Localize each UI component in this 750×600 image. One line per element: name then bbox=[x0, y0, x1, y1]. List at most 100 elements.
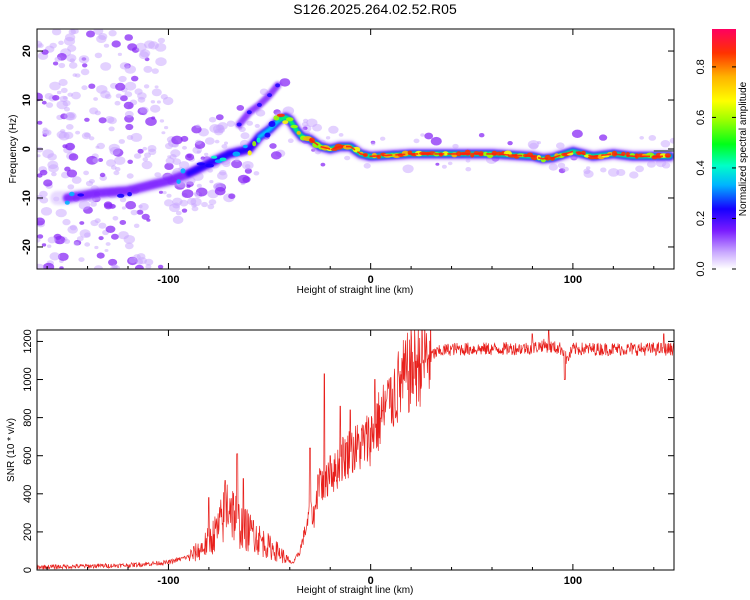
spectrogram-noise-cell bbox=[47, 244, 52, 248]
spectrogram-noise-cell bbox=[185, 153, 195, 161]
spectrogram-noise-cell bbox=[240, 132, 250, 140]
spectrogram-noise-cell bbox=[83, 170, 89, 176]
spectrogram-noise-cell bbox=[49, 252, 61, 261]
spectrogram-noise-cell bbox=[124, 91, 133, 98]
spectrogram-noise-cell bbox=[66, 169, 78, 178]
spectrogram-noise-cell bbox=[118, 231, 129, 240]
spectrogram-noise-cell bbox=[108, 30, 117, 37]
spectrogram-noise-cell bbox=[586, 166, 591, 170]
snr-y-ticks: 0 200 400 600 800 1000 1200 bbox=[22, 329, 674, 573]
colorbar-tick-label: 0.8 bbox=[695, 59, 707, 74]
spectrogram-ridge-cell bbox=[470, 152, 475, 158]
spectrogram-ridge-core bbox=[309, 138, 670, 160]
spectrogram-noise-cell bbox=[424, 132, 434, 140]
spectrogram-noise-cell bbox=[562, 166, 569, 172]
spectrogram-noise-cell bbox=[142, 157, 149, 162]
spectrogram-noise-cell bbox=[81, 132, 91, 140]
spectrogram-noise-cell bbox=[204, 152, 209, 157]
spectrogram-secondary-cell bbox=[267, 93, 273, 98]
spectrogram-noise-cell bbox=[119, 197, 127, 203]
spectrogram-noise-cell bbox=[253, 171, 260, 176]
spectrogram-secondary-cell bbox=[246, 110, 252, 115]
snr-panel: -100 0 100 0 200 400 600 800 1000 1200 Height of… bbox=[6, 329, 675, 596]
spectrogram-noise-cell bbox=[181, 189, 194, 199]
snr-y-tick-label: 0 bbox=[22, 567, 34, 573]
spectrogram-ridge-cell bbox=[290, 124, 299, 129]
spectrogram-noise-cell bbox=[111, 264, 118, 269]
spectrogram-noise-cell bbox=[39, 169, 48, 176]
spectrogram-noise-cell bbox=[139, 203, 149, 211]
spectrogram-ridge-cell bbox=[464, 149, 471, 156]
spectrogram-noise-cell bbox=[58, 78, 68, 87]
spectrogram-noise-cell bbox=[172, 215, 184, 224]
spectrogram-noise-cell bbox=[121, 206, 126, 210]
spectrogram-noise-cell bbox=[127, 43, 138, 51]
spectrogram-noise-cell bbox=[175, 210, 182, 216]
spectrogram-noise-cell bbox=[600, 167, 607, 173]
spectrogram-ridge-cell bbox=[219, 157, 227, 162]
spectrogram-noise-cell bbox=[63, 239, 71, 244]
spectrogram-noise-cell bbox=[141, 213, 150, 220]
spectrogram-noise-cell bbox=[37, 237, 41, 243]
spectrogram-noise-cell bbox=[195, 139, 202, 145]
spectrogram-noise-cell bbox=[154, 85, 159, 89]
colorbar-tick-label: 0.2 bbox=[695, 211, 707, 226]
spectrogram-y-tick-label: 10 bbox=[21, 94, 33, 106]
spectrogram-noise-cell bbox=[507, 141, 513, 146]
spectrogram-noise-cell bbox=[67, 184, 75, 190]
spectrogram-secondary-cell bbox=[256, 102, 262, 107]
spectrogram-noise-cell bbox=[402, 164, 414, 174]
spectrogram-noise-cell bbox=[39, 196, 49, 204]
spectrogram-noise-cell bbox=[172, 158, 182, 165]
snr-y-label: SNR (10 * v/v) bbox=[6, 418, 17, 482]
spectrogram-noise-cell bbox=[182, 145, 187, 150]
spectrogram-noise-cell bbox=[47, 236, 57, 244]
spectrogram-noise-cell bbox=[196, 183, 202, 188]
spectrogram-noise-cell bbox=[54, 235, 66, 245]
spectrogram-noise-cell bbox=[115, 93, 122, 99]
spectrogram-noise-cell bbox=[150, 100, 156, 104]
spectrogram-noise-cell bbox=[208, 116, 217, 123]
spectrogram-noise-cell bbox=[151, 68, 159, 74]
spectrogram-noise-cell bbox=[66, 54, 77, 63]
spectrogram-noise-cell bbox=[166, 193, 172, 198]
spectrogram-noise-cell bbox=[246, 120, 253, 126]
spectrogram-noise-cell bbox=[660, 140, 671, 148]
spectrogram-noise-cell bbox=[133, 254, 141, 260]
spectrogram-noise-cell bbox=[157, 264, 164, 269]
spectrogram-ridge-cell bbox=[176, 179, 181, 185]
spectrogram-noise-cell bbox=[73, 241, 80, 246]
spectrogram-noise-cell bbox=[344, 155, 351, 161]
spectrogram-y-tick-label: -10 bbox=[21, 190, 33, 206]
snr-y-tick-label: 1000 bbox=[22, 367, 34, 391]
spectrogram-noise-cell bbox=[80, 68, 90, 76]
spectrogram-noise-cell bbox=[52, 95, 60, 101]
spectrogram-noise-cell bbox=[108, 126, 115, 132]
spectrogram-x-label: Height of straight line (km) bbox=[297, 285, 414, 296]
spectrogram-ridge-cell bbox=[268, 121, 276, 127]
spectrogram-noise-cell bbox=[98, 236, 104, 241]
spectrogram-noise-cell bbox=[164, 199, 174, 207]
spectrogram-noise-cell bbox=[114, 156, 126, 165]
spectrogram-noise-cell bbox=[215, 114, 224, 121]
spectrogram-noise-cell bbox=[162, 96, 174, 106]
spectrogram-noise-cell bbox=[41, 100, 47, 105]
spectrogram-x-tick-label: -100 bbox=[157, 274, 179, 286]
colorbar-tick-label: 0.0 bbox=[695, 261, 707, 276]
spectrogram-noise-cell bbox=[435, 162, 440, 166]
spectrogram-ridge-cell bbox=[247, 150, 252, 156]
spectrogram-noise-cell bbox=[135, 259, 144, 265]
spectrogram-ridge-cell bbox=[352, 146, 361, 153]
spectrogram-noise-cell bbox=[41, 243, 47, 247]
spectrogram-noise-cell bbox=[133, 223, 140, 228]
spectrogram-noise-cell bbox=[86, 30, 95, 38]
spectrogram-noise-cell bbox=[371, 142, 376, 146]
figure-title: S126.2025.264.02.52.R05 bbox=[293, 1, 457, 17]
spectrogram-noise-cell bbox=[157, 37, 165, 44]
spectrogram-x-ticks: -100 0 100 bbox=[46, 29, 655, 286]
spectrogram-noise-cell bbox=[141, 160, 153, 170]
spectrogram-noise-cell bbox=[380, 136, 386, 141]
spectrogram-noise-cell bbox=[171, 135, 183, 145]
spectrogram-noise-cell bbox=[608, 168, 620, 177]
spectrogram-noise-cell bbox=[191, 206, 199, 212]
